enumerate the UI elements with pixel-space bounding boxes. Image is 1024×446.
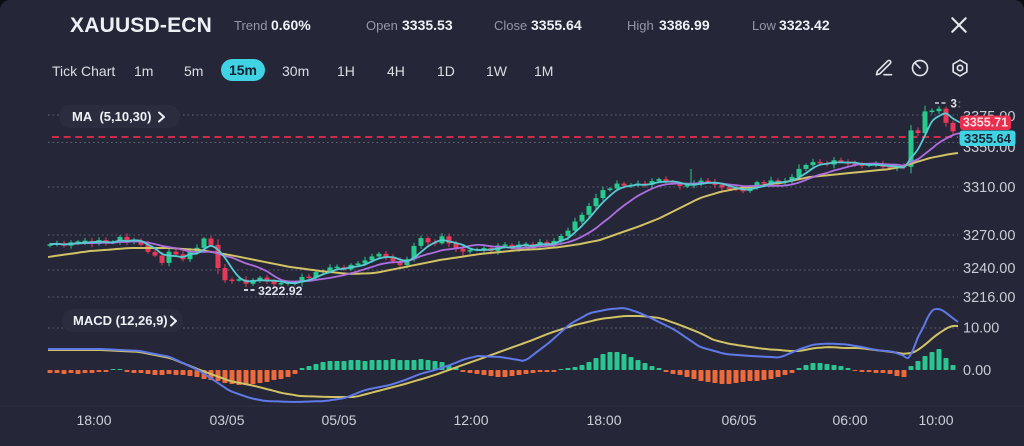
svg-text:10.00: 10.00: [963, 321, 999, 337]
svg-text:06/05: 06/05: [721, 412, 756, 428]
svg-text:3270.00: 3270.00: [963, 228, 1015, 244]
svg-text:3355.64: 3355.64: [964, 131, 1012, 146]
svg-text:3310.00: 3310.00: [963, 180, 1015, 196]
svg-text:10:00: 10:00: [918, 412, 953, 428]
svg-text:3216.00: 3216.00: [963, 290, 1015, 306]
svg-text:12:00: 12:00: [453, 412, 488, 428]
svg-text::: :: [958, 99, 962, 111]
svg-text:05/05: 05/05: [321, 412, 356, 428]
svg-text:18:00: 18:00: [76, 412, 111, 428]
svg-text:18:00: 18:00: [586, 412, 621, 428]
svg-text:06:00: 06:00: [832, 412, 867, 428]
svg-text:3: 3: [951, 99, 957, 111]
svg-text:3222.92: 3222.92: [258, 284, 303, 298]
svg-text:3355.71: 3355.71: [963, 116, 1008, 130]
svg-text:0.00: 0.00: [963, 363, 991, 379]
svg-text:03/05: 03/05: [209, 412, 244, 428]
svg-text:3240.00: 3240.00: [963, 261, 1015, 277]
